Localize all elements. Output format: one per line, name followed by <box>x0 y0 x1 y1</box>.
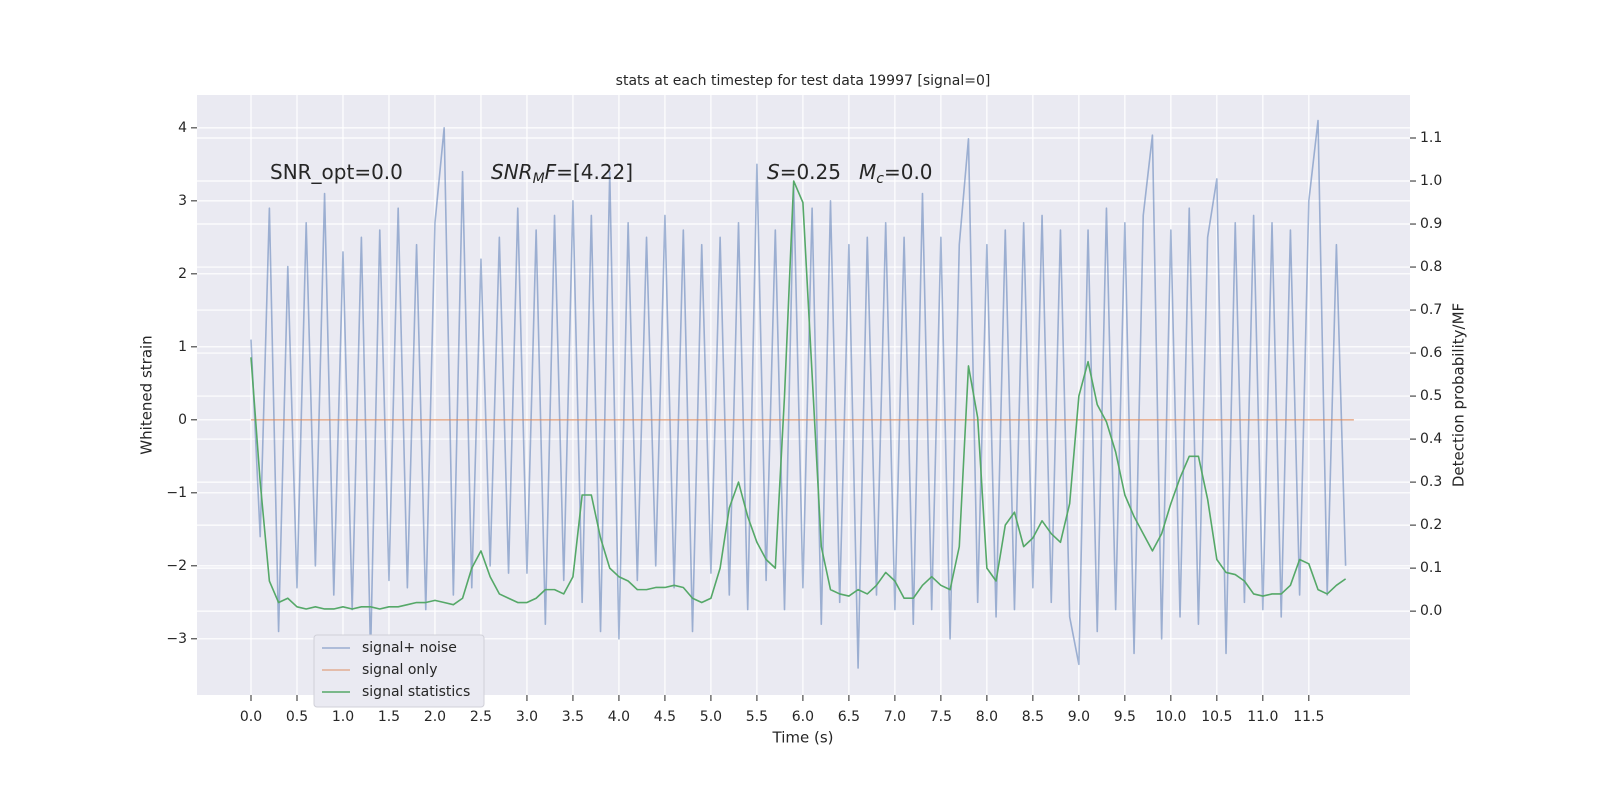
x-tick-label: 4.5 <box>654 709 676 725</box>
x-tick-label: 2.5 <box>470 709 492 725</box>
y2-tick-label: 1.0 <box>1420 173 1442 189</box>
y2-tick-label: 1.1 <box>1420 130 1442 146</box>
legend-box <box>313 634 485 708</box>
series-line <box>250 180 1347 610</box>
y2-axis-label: Detection probability/MF <box>1450 303 1468 487</box>
x-axis-label: Time (s) <box>772 729 834 747</box>
chart-title: stats at each timestep for test data 199… <box>616 73 991 89</box>
x-tick-label: 5.0 <box>700 709 722 725</box>
legend-label: signal only <box>362 662 437 678</box>
y-tick-label: 2 <box>178 266 187 282</box>
annotation-part: =0.25 <box>780 160 841 184</box>
y2-tick-label: 0.2 <box>1420 517 1442 533</box>
annotation-part: SNR <box>491 160 533 184</box>
x-tick-label: 7.5 <box>930 709 952 725</box>
annotation-part: M <box>533 171 545 187</box>
series-line <box>250 119 1347 669</box>
x-tick-label: 9.0 <box>1068 709 1090 725</box>
y-tick-label: 0 <box>178 412 187 428</box>
x-tick-label: 1.5 <box>378 709 400 725</box>
x-tick-label: 10.5 <box>1201 709 1232 725</box>
y2-tick-label: 0.9 <box>1420 216 1442 232</box>
y-tick-label: −1 <box>166 485 187 501</box>
x-tick-label: 8.5 <box>1022 709 1044 725</box>
y2-tick-label: 0.6 <box>1420 345 1442 361</box>
x-tick-label: 0.0 <box>240 709 262 725</box>
y2-tick-label: 0.1 <box>1420 560 1442 576</box>
y-axis-label: Whitened strain <box>138 335 156 454</box>
y-tick-label: −3 <box>166 631 187 647</box>
y2-tick-label: 0.3 <box>1420 474 1442 490</box>
x-tick-label: 3.0 <box>516 709 538 725</box>
legend-label: signal statistics <box>362 684 470 700</box>
x-tick-label: 3.5 <box>562 709 584 725</box>
y2-tick-label: 0.5 <box>1420 388 1442 404</box>
x-tick-label: 11.0 <box>1247 709 1278 725</box>
annotation-part: =[4.22] <box>556 160 633 184</box>
x-tick-label: 0.5 <box>286 709 308 725</box>
x-tick-label: 7.0 <box>884 709 906 725</box>
x-tick-label: 6.0 <box>792 709 814 725</box>
annotation: S=0.25 <box>767 160 841 184</box>
y-tick-label: 3 <box>178 193 187 209</box>
annotation-part: =0.0 <box>884 160 933 184</box>
x-tick-label: 1.0 <box>332 709 354 725</box>
y-tick-label: 4 <box>178 120 187 136</box>
y-tick-label: 1 <box>178 339 187 355</box>
annotation-part: SNR_opt=0.0 <box>270 160 403 184</box>
x-tick-label: 10.0 <box>1155 709 1186 725</box>
legend-label: signal+ noise <box>362 640 457 656</box>
y-tick-label: −2 <box>166 558 187 574</box>
y2-tick-label: 0.7 <box>1420 302 1442 318</box>
annotation-part: M <box>859 160 876 184</box>
annotation: SNR_opt=0.0 <box>270 160 403 184</box>
x-tick-label: 9.5 <box>1114 709 1136 725</box>
x-tick-label: 6.5 <box>838 709 860 725</box>
annotation: SNRMF=[4.22] <box>491 160 633 188</box>
annotation-part: F <box>545 160 557 184</box>
annotation-part: c <box>876 171 884 187</box>
annotation: Mc=0.0 <box>859 160 933 188</box>
x-tick-label: 2.0 <box>424 709 446 725</box>
x-tick-label: 11.5 <box>1293 709 1324 725</box>
x-tick-label: 5.5 <box>746 709 768 725</box>
x-tick-label: 4.0 <box>608 709 630 725</box>
y2-tick-label: 0.0 <box>1420 603 1442 619</box>
y2-tick-label: 0.4 <box>1420 431 1442 447</box>
annotation-part: S <box>767 160 780 184</box>
x-tick-label: 8.0 <box>976 709 998 725</box>
y2-tick-label: 0.8 <box>1420 259 1442 275</box>
